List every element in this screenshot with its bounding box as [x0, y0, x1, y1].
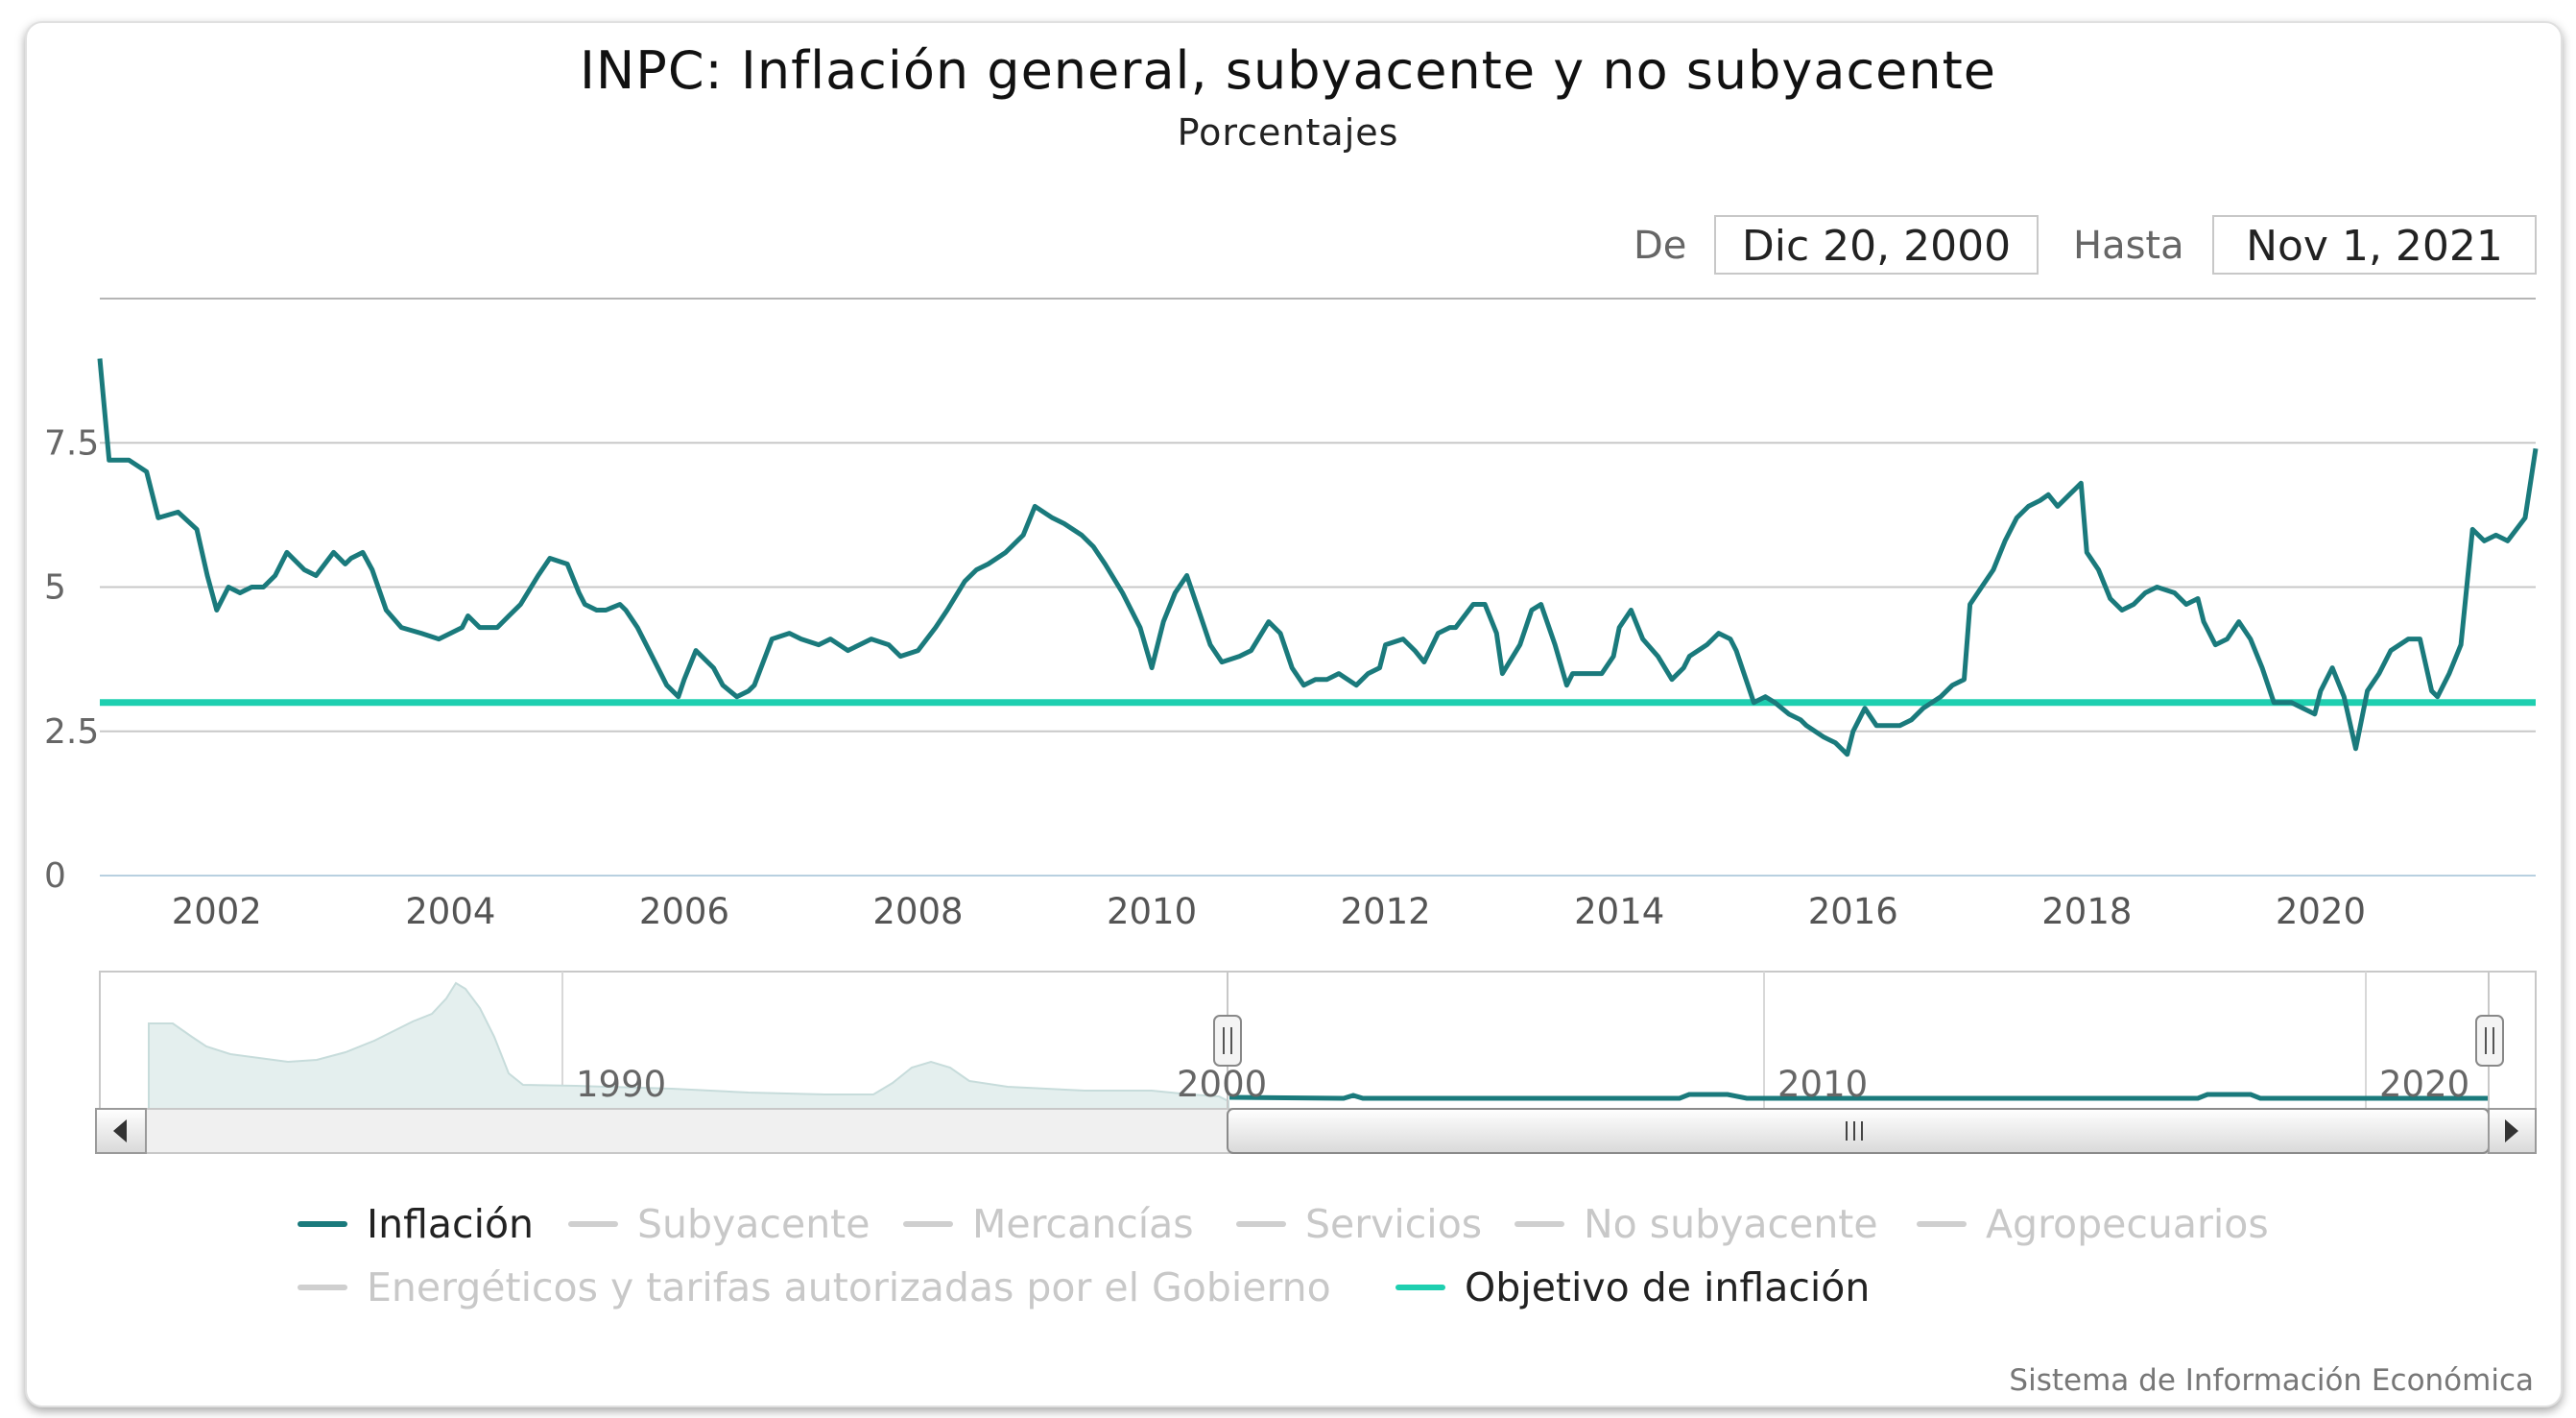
x-tick-label: 2020	[2276, 891, 2366, 932]
legend-item[interactable]: Subyacente	[568, 1201, 870, 1247]
x-tick-label: 2010	[1107, 891, 1197, 932]
navigator-tick-label: 2000	[1177, 1064, 1267, 1105]
x-tick-label: 2008	[872, 891, 963, 932]
x-tick-label: 2018	[2041, 891, 2132, 932]
legend-swatch	[1236, 1221, 1286, 1227]
legend-swatch	[298, 1221, 347, 1227]
navigator-right-handle[interactable]	[2475, 1015, 2504, 1067]
legend-label: Objetivo de inflación	[1465, 1264, 1871, 1310]
range-to-input[interactable]: Nov 1, 2021	[2212, 215, 2537, 275]
y-tick-label: 0	[44, 856, 66, 896]
legend-label: Servicios	[1305, 1201, 1483, 1247]
range-from-label: De	[1634, 224, 1687, 268]
navigator-tick-label: 2020	[2379, 1064, 2469, 1105]
x-tick-label: 2006	[639, 891, 729, 932]
y-tick-label: 2.5	[44, 712, 99, 752]
legend-item[interactable]: Mercancías	[903, 1201, 1194, 1247]
chart-subtitle: Porcentajes	[1177, 111, 1399, 154]
legend-swatch	[1395, 1285, 1445, 1290]
navigator-tick-label: 1990	[576, 1064, 666, 1105]
y-axis-tick-labels: 0 2.5 5 7.5	[44, 423, 99, 896]
legend-label: Energéticos y tarifas autorizadas por el…	[367, 1264, 1331, 1310]
scrollbar[interactable]	[95, 1108, 2537, 1154]
legend-item[interactable]: Servicios	[1236, 1201, 1482, 1247]
range-to-label: Hasta	[2073, 224, 2184, 268]
navigator-series-line	[1228, 1092, 2489, 1101]
navigator: 1990 2000 2010 2020	[99, 971, 2537, 1111]
navigator-history-area	[148, 981, 1229, 1111]
y-tick-label: 7.5	[44, 423, 99, 463]
legend-label: Subyacente	[637, 1201, 871, 1247]
y-gridlines	[100, 442, 2536, 733]
legend-swatch	[1515, 1221, 1564, 1227]
x-tick-label: 2002	[172, 891, 262, 932]
legend-label: No subyacente	[1584, 1201, 1878, 1247]
range-from-input[interactable]: Dic 20, 2000	[1714, 215, 2039, 275]
legend-swatch	[298, 1285, 347, 1290]
x-tick-label: 2014	[1574, 891, 1664, 932]
navigator-left-handle[interactable]	[1213, 1015, 1242, 1067]
legend-label: Inflación	[367, 1201, 535, 1247]
chart-title: INPC: Inflación general, subyacente y no…	[579, 40, 1997, 101]
scrollbar-thumb[interactable]	[1227, 1108, 2490, 1154]
legend-item[interactable]: Inflación	[298, 1201, 534, 1247]
series-layer	[97, 358, 2539, 757]
x-axis-tick-labels: 2002 2004 2006 2008 2010 2012 2014 2016 2018 2020	[172, 891, 2366, 932]
x-tick-label: 2012	[1341, 891, 1431, 932]
series-line-inflacion	[97, 358, 2539, 757]
legend-label: Agropecuarios	[1986, 1201, 2269, 1247]
legend-item[interactable]: Energéticos y tarifas autorizadas por el…	[298, 1264, 1331, 1310]
credit: Sistema de Información Económica	[2009, 1363, 2534, 1398]
legend-item[interactable]: Agropecuarios	[1917, 1201, 2269, 1247]
chart-card	[25, 21, 2563, 1407]
arrow-left-icon	[113, 1119, 127, 1142]
legend-swatch	[568, 1221, 618, 1227]
legend-swatch	[903, 1221, 953, 1227]
legend-item[interactable]: No subyacente	[1515, 1201, 1878, 1247]
navigator-tick-label: 2010	[1777, 1064, 1868, 1105]
legend-swatch	[1917, 1221, 1967, 1227]
arrow-right-icon	[2505, 1119, 2518, 1142]
x-tick-label: 2016	[1808, 891, 1898, 932]
legend-item[interactable]: Objetivo de inflación	[1395, 1264, 1870, 1310]
navigator-tick-labels: 1990 2000 2010 2020	[576, 1064, 2469, 1105]
x-tick-label: 2004	[405, 891, 495, 932]
legend-label: Mercancías	[972, 1201, 1194, 1247]
y-tick-label: 5	[44, 568, 66, 608]
